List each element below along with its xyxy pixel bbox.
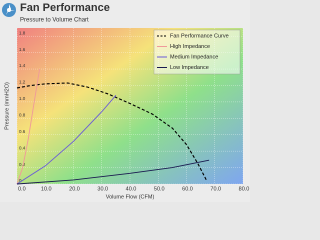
y-tick-label: 0: [19, 178, 22, 183]
legend-label: Low Impedance: [170, 65, 209, 71]
x-axis-label: Volume Flow (CFM): [106, 194, 155, 200]
legend-box: [153, 29, 241, 75]
chart-title: Fan Performance: [20, 2, 110, 14]
legend-label: Fan Performance Curve: [170, 33, 229, 39]
x-tick-label: 40.0: [126, 186, 137, 192]
series-line: [16, 95, 117, 185]
y-tick-label: 1.8: [19, 30, 26, 35]
y-tick-label: 1.6: [19, 47, 26, 52]
chart: Fan Performance Pressure to Volume Chart…: [0, 0, 250, 202]
x-tick-label: 30.0: [97, 186, 108, 192]
page: Fan Performance Pressure to Volume Chart…: [0, 0, 250, 202]
legend-label: High Impedance: [170, 44, 210, 50]
x-tick-label: 70.0: [210, 186, 221, 192]
x-tick-label: 10.0: [41, 186, 52, 192]
y-tick-label: 1.0: [19, 96, 26, 101]
x-tick-label: 50.0: [154, 186, 165, 192]
series-line: [16, 159, 210, 185]
legend-label: Medium Impedance: [170, 54, 218, 60]
chart-subtitle: Pressure to Volume Chart: [20, 18, 89, 24]
series-line: [16, 82, 207, 181]
x-tick-label: 0.0: [18, 186, 26, 192]
y-tick-label: 1.2: [19, 80, 26, 85]
y-tick-label: 0.8: [19, 113, 26, 118]
y-axis-label: Pressure (mmH2O): [4, 82, 10, 130]
x-tick-label: 20.0: [69, 186, 80, 192]
y-tick-label: 0.6: [19, 129, 26, 134]
y-tick-label: 1.4: [19, 63, 26, 68]
fan-icon: [2, 3, 16, 17]
x-tick-label: 60.0: [182, 186, 193, 192]
series-line: [16, 68, 41, 185]
y-tick-label: 0.2: [19, 162, 26, 167]
y-tick-label: 0.4: [19, 145, 26, 150]
x-tick-label: 80.0: [239, 186, 250, 192]
